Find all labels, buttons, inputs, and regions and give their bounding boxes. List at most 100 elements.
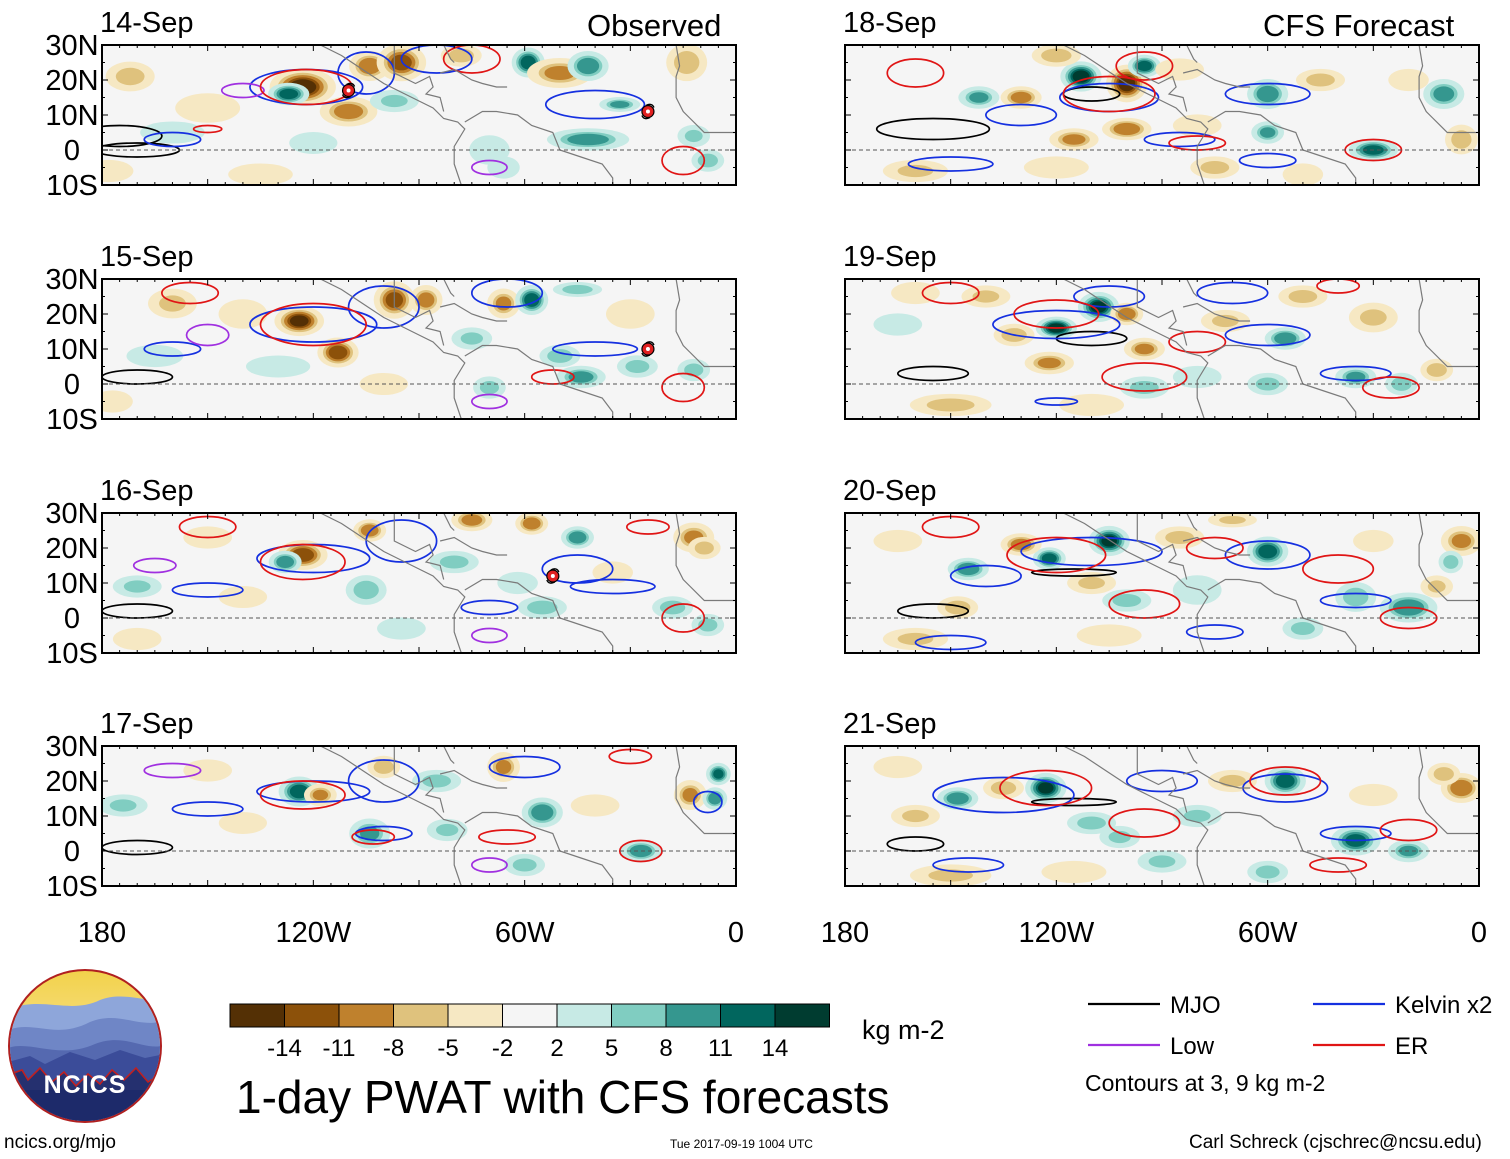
er-contour (1316, 279, 1361, 294)
anomaly-cell (1274, 332, 1297, 345)
coastline (675, 746, 736, 835)
anomaly-cell (380, 94, 408, 108)
x-tick-label: 60W (495, 917, 555, 949)
kelvin-contour (544, 89, 646, 120)
kelvin-contour (949, 564, 1022, 588)
x-axis-labels: 180 120W 60W 0 180 120W 60W 0 (78, 917, 1487, 949)
legend-label: ER (1395, 1033, 1428, 1060)
anomaly-cell (879, 316, 917, 333)
anomaly-cell (544, 65, 576, 81)
y-tick-label: 10S (46, 404, 98, 436)
x-tick-label: 180 (821, 917, 869, 949)
er-contour (1168, 330, 1227, 354)
anomaly-cell (133, 347, 177, 365)
panel-date-label: 20-Sep (843, 475, 937, 507)
y-tick-label: 30N (45, 264, 98, 296)
y-tick-label: 30N (45, 30, 98, 62)
colorbar-tick-label: 14 (762, 1035, 789, 1062)
er-contour (1302, 554, 1375, 584)
low-contour (470, 857, 508, 873)
units-label: kg m-2 (862, 1015, 945, 1045)
anomaly-cell (597, 564, 628, 581)
x-tick-label: 0 (728, 917, 744, 949)
ncics-logo: NCICS (8, 969, 162, 1123)
anomaly-cell (183, 96, 233, 120)
wave-contours (886, 766, 1438, 873)
anomaly-cell (1275, 774, 1295, 788)
coastline (1418, 279, 1479, 368)
anomaly-cell (1256, 85, 1279, 103)
er-contour (1006, 536, 1107, 574)
anomaly-cell (1037, 782, 1054, 794)
y-tick-label: 20N (45, 766, 98, 798)
low-contour (470, 159, 508, 176)
website-link[interactable]: ncics.org/mjo (4, 1132, 116, 1153)
kelvin-contour (551, 341, 639, 357)
panel-20-Sep: 20-Sep (843, 475, 1480, 654)
kelvin-contour (488, 755, 561, 779)
x-tick-label: 0 (1471, 917, 1487, 949)
coastline (1063, 45, 1209, 185)
anomaly-cell (576, 797, 614, 814)
coastline (443, 746, 455, 764)
coastline (393, 746, 445, 813)
anomaly-cell (123, 580, 151, 593)
coastline (675, 279, 736, 368)
legend-label: Kelvin x2 (1395, 992, 1492, 1019)
anomaly-cell (1306, 73, 1335, 87)
er-contour (1115, 51, 1174, 81)
anomaly-cell (629, 844, 652, 858)
colorbar-swatch (556, 1003, 612, 1028)
coastlines (320, 279, 736, 419)
anomaly-cell (1178, 578, 1216, 602)
anomaly-cell (1288, 289, 1318, 304)
panel-ticks (101, 44, 737, 186)
anomaly-cell (1259, 127, 1276, 138)
kelvin-contour (992, 309, 1121, 340)
coastline (439, 302, 508, 322)
er-contour (1101, 362, 1188, 392)
kelvin-contour (1238, 152, 1297, 169)
coastline (393, 45, 445, 112)
anomaly-cell (439, 555, 469, 569)
kelvin-contour (143, 341, 202, 357)
main-title: 1-day PWAT with CFS forecasts (236, 1071, 890, 1123)
kelvin-contour (400, 45, 473, 74)
author-credit: Carl Schreck (cjschrec@ncsu.edu) (1189, 1132, 1482, 1153)
anomaly-cell (189, 762, 226, 779)
anomaly-cell (436, 823, 459, 837)
panel-ticks (844, 278, 1480, 420)
anomaly-cell (422, 774, 451, 788)
kelvin-contour (1224, 540, 1311, 570)
er-contour (1361, 376, 1420, 399)
anomaly-cell (697, 153, 718, 168)
anomaly-cell (902, 809, 929, 823)
mjo-contour (1030, 797, 1118, 807)
panel-date-label: 21-Sep (843, 708, 937, 740)
legend-label: Low (1170, 1033, 1215, 1060)
er-contour (625, 519, 670, 535)
colorbar-tick-label: -8 (383, 1035, 404, 1062)
anomaly-cell (224, 302, 262, 326)
kelvin-contour (932, 857, 1005, 873)
er-contour (351, 829, 396, 845)
panel-date-label: 18-Sep (843, 7, 937, 39)
kelvin-contour (1224, 82, 1311, 106)
mjo-contour (875, 117, 991, 141)
colorbar-swatch (447, 1003, 503, 1028)
anomaly-cell (1427, 580, 1446, 593)
anomaly-cell (479, 380, 500, 395)
anomaly-cell (1041, 553, 1057, 564)
coastline (393, 513, 445, 580)
anomaly-cell (1200, 160, 1230, 175)
anomaly-cell (373, 760, 394, 774)
coastlines (1063, 746, 1479, 886)
anomaly-cell (115, 67, 145, 86)
coastline (1136, 279, 1188, 346)
anomaly-cell (417, 292, 435, 308)
er-contour (259, 780, 346, 810)
er-contour (259, 302, 368, 347)
colorbar-swatch (338, 1003, 394, 1028)
kelvin-contour (932, 776, 1075, 814)
